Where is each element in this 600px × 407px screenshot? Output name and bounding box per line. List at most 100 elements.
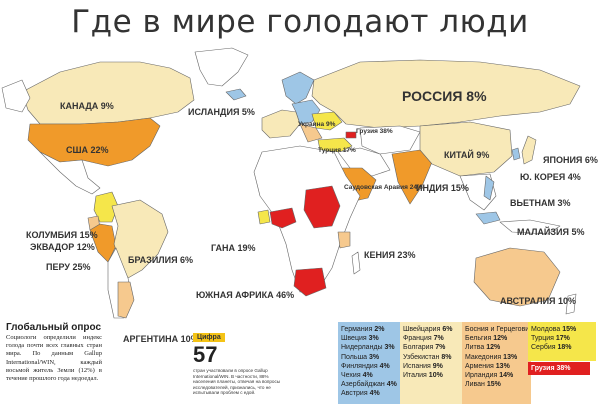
label-ghana: ГАНА 19% xyxy=(211,243,256,253)
legend-value: 13% xyxy=(495,362,510,370)
turkey xyxy=(317,137,353,153)
legend-country: Швейцария xyxy=(403,326,443,333)
legend-row: Турция 17% xyxy=(531,334,593,343)
legend-value: 3% xyxy=(384,344,395,352)
legend-country: Ирландия xyxy=(465,372,500,380)
label-brazil: БРАЗИЛИЯ 6% xyxy=(128,255,194,265)
legend-country: Сербия xyxy=(531,344,558,352)
balkans xyxy=(299,123,323,143)
legend-value: 10% xyxy=(428,372,443,380)
legend-row: Бельгия 12% xyxy=(465,334,528,343)
legend-value: 9% xyxy=(432,362,443,370)
legend-row: Армения 13% xyxy=(465,362,528,371)
legend-row: Македония 13% xyxy=(465,353,528,362)
legend-country: Швеция xyxy=(341,335,369,343)
legend-row: Швеция 3% xyxy=(341,334,397,343)
label-ukraine: Украина 9% xyxy=(298,121,336,128)
legend-row: Финляндия 4% xyxy=(341,362,397,371)
legend-country: Нидерланды xyxy=(341,344,385,352)
label-australia: АВСТРАЛИЯ 10% xyxy=(500,296,577,306)
legend-row: Швейцария 6% xyxy=(403,325,459,334)
legend-country: Босния и Герцеговина xyxy=(465,326,539,333)
russia xyxy=(311,59,581,129)
legend-country: Польша xyxy=(341,353,369,361)
legend-country: Армения xyxy=(465,362,496,370)
new-zealand xyxy=(565,293,577,315)
malaysia xyxy=(475,211,501,225)
georgia xyxy=(345,131,357,139)
legend-row: Польша 3% xyxy=(341,353,397,362)
central-asia xyxy=(359,125,421,155)
mexico xyxy=(39,151,101,195)
legend-row: Ливан 15% xyxy=(465,380,528,389)
legend-country: Болгария xyxy=(403,344,436,352)
legend-row: Германия 2% xyxy=(341,325,397,334)
legend-country: Узбекистан xyxy=(403,353,442,361)
sudan-region xyxy=(303,185,341,229)
label-ecuador: ЭКВАДОР 12% xyxy=(30,242,95,252)
legend-value: 14% xyxy=(499,372,514,380)
legend-row: Болгария 7% xyxy=(403,343,459,352)
canada xyxy=(21,61,195,125)
legend-value: 12% xyxy=(486,344,501,352)
label-kenya: КЕНИЯ 23% xyxy=(364,250,416,260)
label-iceland: ИСЛАНДИЯ 5% xyxy=(188,107,255,117)
south-korea xyxy=(511,147,521,161)
figure-box: Цифра 57 стран участвовали в опросе Gall… xyxy=(193,326,285,396)
japan xyxy=(521,135,537,165)
legend-row: Босния и Герцеговина 11% xyxy=(465,325,553,334)
legend-country: Молдова xyxy=(531,326,563,333)
survey-title: Глобальный опрос xyxy=(6,322,102,333)
west-africa-red xyxy=(269,207,297,229)
europe-west xyxy=(261,109,301,139)
legend-country: Бельгия xyxy=(465,335,494,343)
ukraine xyxy=(311,111,343,131)
label-peru: ПЕРУ 25% xyxy=(46,262,91,272)
figure-tag: Цифра xyxy=(193,333,225,342)
legend-column-midhigh: Молдова 15% Турция 17% Сербия 18% xyxy=(528,322,596,361)
africa xyxy=(253,145,361,293)
label-turkey-map: Турция 17% xyxy=(318,147,356,154)
legend-country: Австрия xyxy=(341,390,370,398)
madagascar xyxy=(351,251,361,275)
south-africa xyxy=(293,267,327,297)
legend-row: Австрия 4% xyxy=(341,389,397,398)
colombia xyxy=(93,191,119,223)
legend-row: Сербия 18% xyxy=(531,343,593,352)
legend-country: Литва xyxy=(465,344,487,352)
legend-country: Германия xyxy=(341,326,375,333)
legend-country: Испания xyxy=(403,362,433,370)
china xyxy=(419,121,513,177)
label-korea: Ю. КОРЕЯ 4% xyxy=(520,172,581,182)
legend-value: 17% xyxy=(555,335,570,343)
legend-row: Узбекистан 8% xyxy=(403,353,459,362)
legend-country: Чехия xyxy=(341,372,363,380)
legend-value: 2% xyxy=(374,326,385,333)
legend-value: 7% xyxy=(435,344,446,352)
label-india: ИНДИЯ 15% xyxy=(416,183,469,193)
label-usa: США 22% xyxy=(66,145,109,155)
legend-column-lowmid: Швейцария 6% Франция 7% Болгария 7% Узбекис… xyxy=(400,322,462,404)
legend-row: Азербайджан 4% xyxy=(341,380,397,389)
australia xyxy=(473,247,561,307)
legend-value: 4% xyxy=(379,362,390,370)
legend-row: Чехия 4% xyxy=(341,371,397,380)
alaska xyxy=(1,79,31,113)
label-saudi: Саудовская Аравия 24% xyxy=(344,184,423,191)
label-georgia-map: Грузия 38% xyxy=(356,128,393,135)
legend-value: 15% xyxy=(486,381,501,389)
brazil xyxy=(111,199,169,279)
legend-value: 8% xyxy=(441,353,452,361)
label-japan: ЯПОНИЯ 6% xyxy=(543,155,598,165)
legend-row: Литва 12% xyxy=(465,343,528,352)
legend-country: Франция xyxy=(403,335,434,343)
legend-value: 4% xyxy=(386,381,397,389)
legend-georgia: Грузия 38% xyxy=(528,362,590,375)
label-vietnam: ВЬЕТНАМ 3% xyxy=(510,198,571,208)
legend-country: Турция xyxy=(531,335,556,343)
legend-value: 3% xyxy=(368,335,379,343)
survey-text: Социологи определили индекс голода почти… xyxy=(6,334,102,383)
legend-value: 13% xyxy=(503,353,518,361)
page-title: Где в мире голодают люди xyxy=(71,4,529,40)
figure-value: 57 xyxy=(193,342,218,367)
